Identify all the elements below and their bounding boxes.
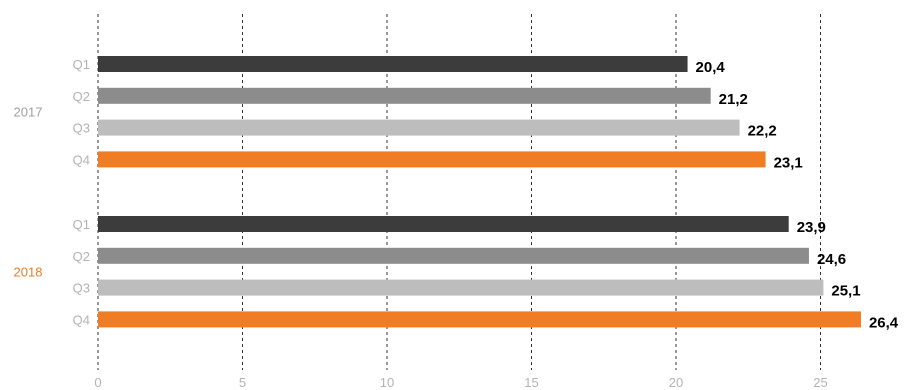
bar-2018-q4 <box>98 311 861 328</box>
data-label: 23,9 <box>797 219 826 236</box>
quarter-label: Q3 <box>73 281 90 296</box>
bar-2017-q3 <box>98 119 740 136</box>
quarter-label: Q2 <box>73 89 90 104</box>
year-label-2018: 2018 <box>14 265 43 280</box>
data-label: 21,2 <box>719 91 748 108</box>
data-label: 22,2 <box>748 123 777 140</box>
x-tick-label: 15 <box>524 375 538 390</box>
quarter-label: Q4 <box>73 312 90 327</box>
x-tick-label: 20 <box>669 375 683 390</box>
quarter-label: Q4 <box>73 152 90 167</box>
year-label-2017: 2017 <box>14 105 43 120</box>
bar-2018-q1 <box>98 216 789 232</box>
data-label: 25,1 <box>831 283 860 300</box>
bar-2017-q4 <box>98 151 766 168</box>
bar-2017-q1 <box>98 56 688 72</box>
quarter-label: Q3 <box>73 121 90 136</box>
bar-2018-q3 <box>98 279 824 296</box>
x-tick-label: 25 <box>813 375 827 390</box>
x-tick-label: 10 <box>380 375 394 390</box>
quarter-label: Q1 <box>73 217 90 232</box>
bar-2018-q2 <box>98 247 809 264</box>
quarter-label: Q1 <box>73 57 90 72</box>
bar-2017-q2 <box>98 87 711 104</box>
bars <box>98 56 861 328</box>
quarter-label: Q2 <box>73 249 90 264</box>
x-tick-label: 5 <box>239 375 246 390</box>
data-label: 26,4 <box>869 314 899 331</box>
labels: 0 5 10 15 20 25 Q1 20,4 Q2 21,2 Q3 22,2 Q4 23,1 2017 Q1… <box>14 57 899 390</box>
grid-lines <box>97 14 821 370</box>
x-tick-label: 0 <box>94 375 101 390</box>
data-label: 23,1 <box>774 154 803 171</box>
data-label: 20,4 <box>696 59 726 76</box>
data-label: 24,6 <box>817 251 846 268</box>
